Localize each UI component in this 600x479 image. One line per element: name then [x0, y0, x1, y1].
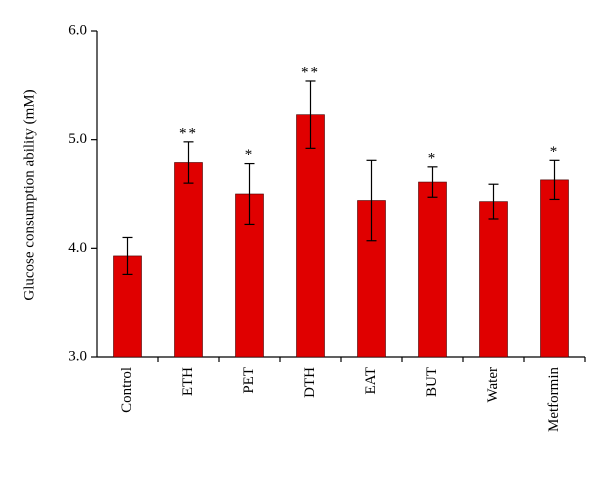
x-tick-label: EAT: [363, 367, 379, 395]
y-tick-label: 4.0: [68, 240, 87, 256]
significance-label: *: [428, 150, 438, 166]
bar: [479, 201, 508, 358]
x-tick-label: DTH: [302, 367, 318, 398]
x-tick-label: Water: [485, 367, 501, 402]
bar: [174, 162, 203, 358]
significance-label: **: [301, 64, 320, 80]
bar: [296, 114, 325, 358]
y-tick-label: 3.0: [68, 348, 87, 364]
y-tick-label: 6.0: [68, 22, 87, 38]
y-axis-label: Glucose consumption ability (mM): [21, 89, 37, 300]
x-tick-label: ETH: [180, 367, 196, 396]
significance-label: **: [179, 125, 198, 141]
significance-label: *: [245, 147, 255, 163]
bar: [540, 179, 569, 358]
x-tick-label: BUT: [424, 367, 440, 397]
x-tick-label: Control: [119, 367, 135, 413]
x-tick-label: PET: [241, 367, 257, 394]
y-tick-label: 5.0: [68, 131, 87, 147]
bar: [418, 181, 447, 358]
significance-label: *: [550, 144, 560, 160]
x-tick-label: Metformin: [546, 367, 562, 432]
